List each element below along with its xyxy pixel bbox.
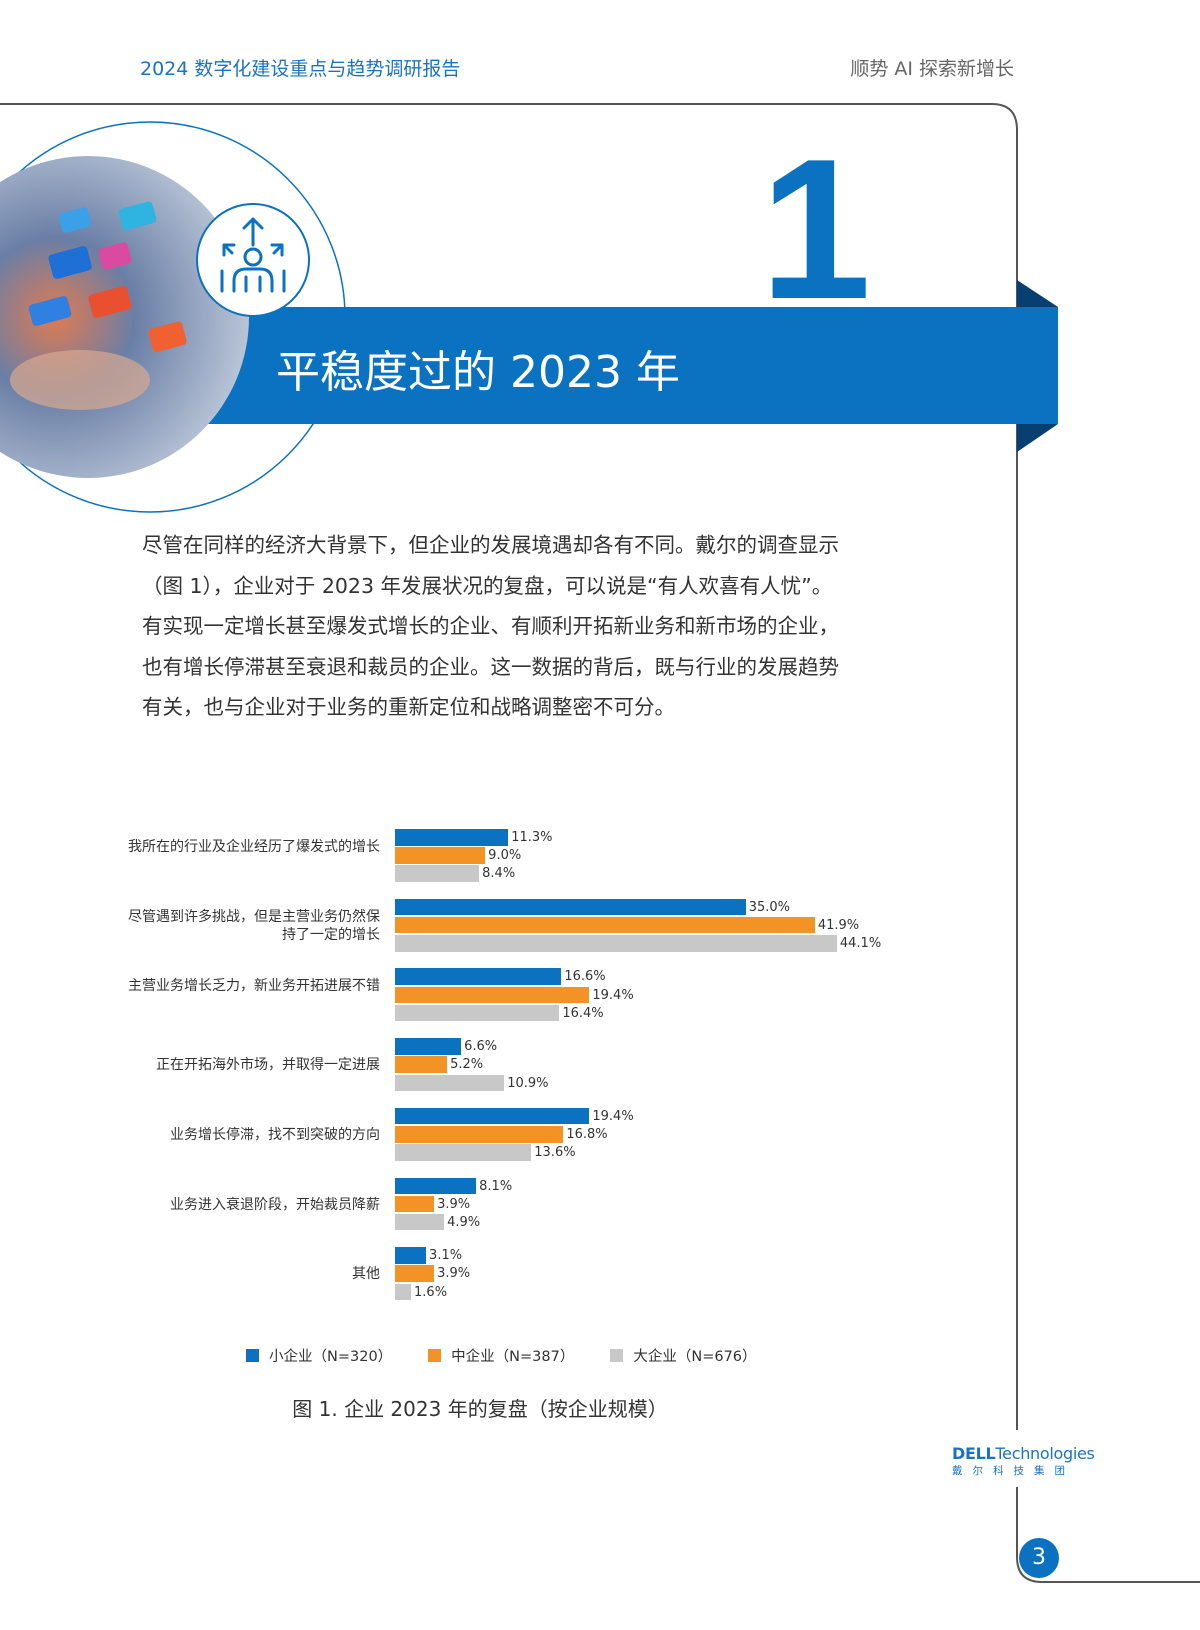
legend-item-medium: 中企业（N=387） [428,1345,574,1366]
category-label: 我所在的行业及企业经历了爆发式的增长 [128,839,380,855]
bar [395,935,837,952]
bar [395,1056,448,1073]
data-label: 19.4% [592,1108,634,1124]
data-label: 3.9% [437,1196,471,1212]
data-label: 10.9% [507,1075,549,1091]
bar [395,916,815,934]
body-paragraph: 尽管在同样的经济大背景下，但企业的发展境遇却各有不同。戴尔的调查显示（图 1），… [142,533,839,719]
legend-label: 中企业（N=387） [451,1349,575,1365]
legend-swatch [610,1349,624,1362]
legend-item-large: 大企业（N=676） [610,1345,757,1366]
data-label: 16.4% [562,1005,604,1021]
bar [395,1247,427,1264]
data-label: 9.0% [488,848,522,864]
legend-label: 小企业（N=320） [269,1349,393,1365]
bar [395,847,486,864]
legend-item-small: 小企业（N=320） [246,1345,392,1366]
data-label: 16.8% [566,1127,608,1142]
category-label: 主营业务增长乏力，新业务开拓进展不错 [128,978,380,995]
bar [395,1107,590,1125]
data-label: 16.6% [564,969,606,985]
category-label: 尽管遇到许多挑战，但是主营业务仍然保持了一定的增长 [128,908,380,943]
chart-caption: 图 1. 企业 2023 年的复盘（按企业规模） [292,1397,668,1421]
bar [395,1213,445,1231]
chart-legend: 小企业（N=320） 中企业（N=387） 大企业（N=676） [246,1345,757,1366]
data-label: 19.4% [592,987,634,1003]
data-label: 44.1% [839,936,882,952]
growth-person-arrows-icon [196,203,310,317]
section-banner [203,307,1058,424]
bar [395,1144,532,1161]
bar [395,1265,435,1282]
bar [395,1126,564,1143]
data-label: 5.2% [450,1057,484,1073]
data-label: 8.1% [479,1178,513,1194]
data-label: 13.6% [534,1145,576,1161]
data-label: 35.0% [748,899,790,915]
logo-rest: Technologies [995,1444,1095,1463]
data-label: 3.9% [437,1266,471,1282]
report-tagline: 顺势 AI 探索新增长 [850,58,1014,80]
legend-label: 大企业（N=676） [633,1349,757,1365]
bar [395,865,480,882]
bar [395,898,746,916]
bar [395,829,509,846]
dell-technologies-logo: DELLTechnologies 戴尔科技集团 [952,1444,1095,1478]
bar [395,968,562,985]
data-label: 6.6% [464,1039,498,1055]
logo-bold: DELL [952,1444,996,1463]
legend-swatch [428,1349,442,1362]
category-label: 业务增长停滞，找不到突破的方向 [170,1126,380,1143]
category-label: 业务进入衰退阶段，开始裁员降薪 [170,1196,380,1213]
legend-swatch [246,1349,259,1362]
data-label: 11.3% [511,830,553,845]
bar [395,1177,477,1194]
report-title: 2024 数字化建设重点与趋势调研报告 [140,58,461,80]
category-label: 其他 [352,1266,380,1283]
data-label: 3.1% [429,1248,463,1264]
data-label: 4.9% [447,1214,481,1230]
data-label: 8.4% [482,866,516,882]
section-title: 平稳度过的 2023 年 [276,347,680,398]
bar [395,1195,435,1213]
bar [395,1074,505,1091]
logo-cn: 戴尔科技集团 [952,1465,1075,1477]
bar [395,986,590,1004]
category-label: 正在开拓海外市场，并取得一定进展 [156,1057,380,1074]
page-number: 3 [1019,1538,1059,1578]
bar [395,1004,560,1022]
section-number: 1 [760,118,872,341]
bar [395,1038,462,1055]
data-label: 41.9% [817,917,860,933]
hero-photo [0,156,249,478]
bar [395,1283,412,1301]
data-label: 1.6% [414,1284,448,1300]
